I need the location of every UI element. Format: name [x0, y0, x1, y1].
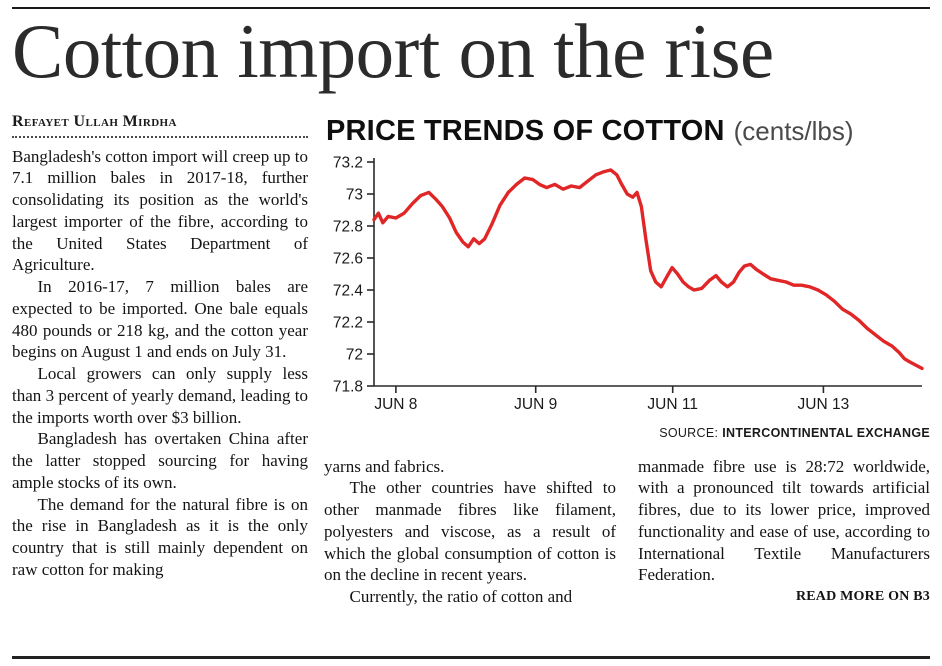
- source-line: SOURCE: INTERCONTINENTAL EXCHANGE: [324, 426, 930, 440]
- article-paragraph: manmade fibre use is 28:72 worldwide, wi…: [638, 456, 930, 585]
- y-tick-label: 72.6: [333, 250, 363, 267]
- y-tick-label: 72: [346, 346, 363, 363]
- source-label: SOURCE:: [659, 425, 719, 440]
- article-paragraph: In 2016-17, 7 million bales are expected…: [12, 277, 308, 362]
- price-line: [372, 167, 924, 370]
- right-area: PRICE TRENDS OF COTTON (cents/lbs) 73.2 7…: [324, 113, 930, 608]
- chart-title-row: PRICE TRENDS OF COTTON (cents/lbs): [326, 115, 930, 148]
- byline: Refayet Ullah Mirdha: [12, 112, 177, 130]
- price-chart-svg: 73.2 73 72.8 72.6 72.4 72.2 72 71.8 JUN 8 JUN 9 JU…: [333, 154, 924, 413]
- y-tick-label: 72.4: [333, 282, 364, 299]
- chart-section: PRICE TRENDS OF COTTON (cents/lbs) 73.2 7…: [324, 115, 930, 440]
- left-column: Refayet Ullah Mirdha Bangladesh's cotton…: [12, 113, 308, 608]
- y-tick-label: 72.2: [333, 314, 363, 331]
- article-paragraph: Currently, the ratio of cotton and: [349, 587, 573, 607]
- article-paragraph: The other countries have shifted to othe…: [324, 478, 616, 585]
- article-paragraph: The demand for the natural fibre is on t…: [12, 494, 308, 579]
- x-tick-label: JUN 8: [374, 396, 417, 413]
- x-tick-label: JUN 13: [798, 396, 850, 413]
- byline-dotted-rule: [12, 135, 308, 138]
- main-content: Refayet Ullah Mirdha Bangladesh's cotton…: [12, 113, 930, 608]
- article-paragraph: yarns and fabrics.: [324, 456, 445, 476]
- y-tick-label: 73: [346, 186, 363, 203]
- bottom-column-2: manmade fibre use is 28:72 worldwide, wi…: [638, 456, 930, 608]
- source-value: INTERCONTINENTAL EXCHANGE: [722, 425, 930, 440]
- chart-title: PRICE TRENDS OF COTTON: [326, 114, 725, 147]
- y-tick-label: 73.2: [333, 154, 363, 171]
- article-paragraph: Local growers can only supply less than …: [12, 364, 308, 427]
- article-paragraph: Bangladesh has overtaken China after the…: [12, 429, 308, 492]
- bottom-column-1: yarns and fabrics. The other countries h…: [324, 456, 616, 608]
- article-paragraph: Bangladesh's cotton import will creep up…: [12, 146, 308, 275]
- x-tick-label: JUN 9: [514, 396, 557, 413]
- chart-title-unit: (cents/lbs): [733, 115, 854, 146]
- x-tick-label: JUN 11: [647, 396, 698, 413]
- top-rule: [12, 7, 930, 9]
- y-tick-label: 72.8: [333, 218, 363, 235]
- headline: Cotton import on the rise: [12, 8, 774, 94]
- y-tick-label: 71.8: [333, 378, 363, 395]
- read-more-note: READ MORE ON B3: [795, 589, 930, 605]
- bottom-columns: yarns and fabrics. The other countries h…: [324, 456, 930, 608]
- bottom-rule: [12, 656, 930, 659]
